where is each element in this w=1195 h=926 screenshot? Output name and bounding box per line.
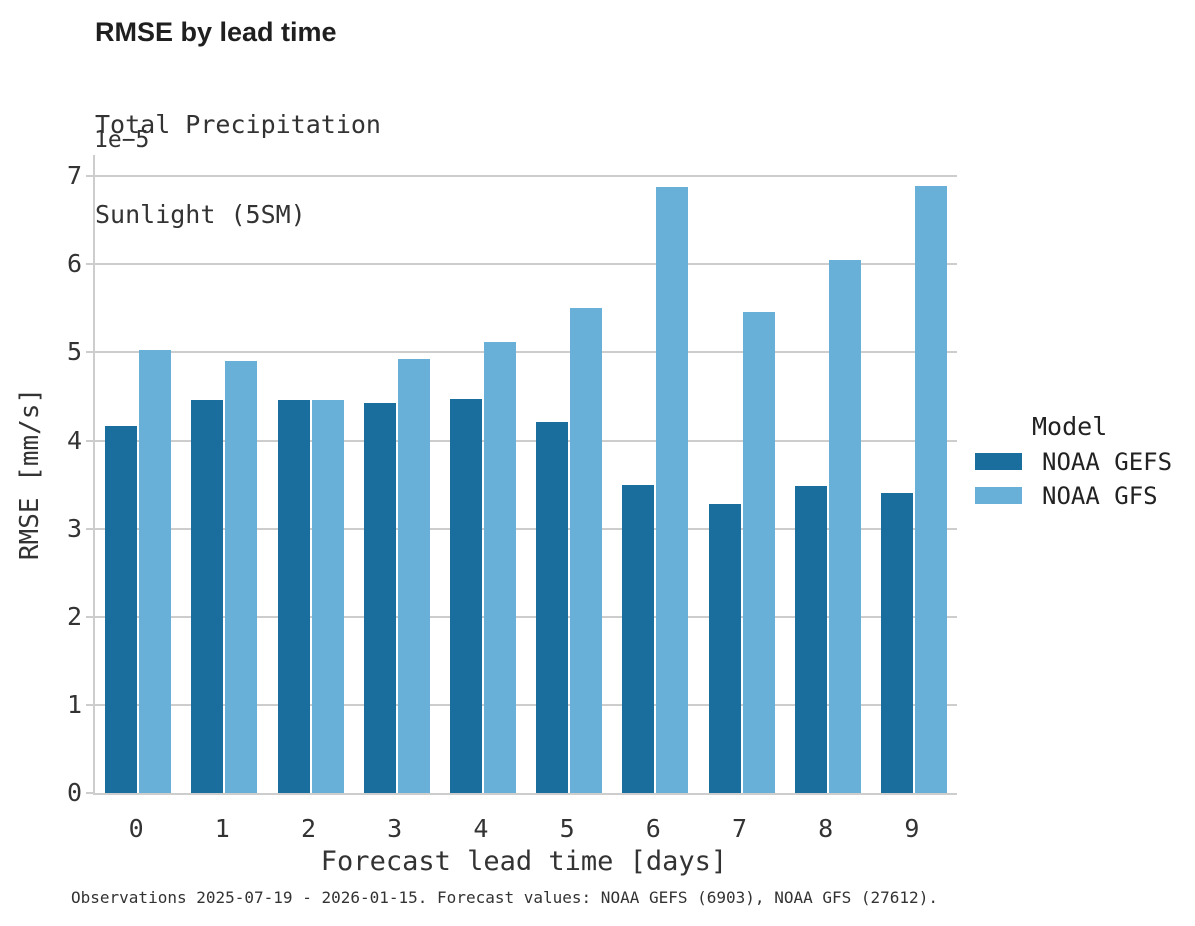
bar-noaa-gefs-lead-7 bbox=[708, 503, 741, 793]
x-tick-label-9: 9 bbox=[904, 814, 920, 843]
bar-noaa-gfs-lead-6 bbox=[656, 186, 689, 793]
chart-subtitle: Total Precipitation Sunlight (5SM) bbox=[95, 50, 381, 290]
plot-area bbox=[86, 155, 957, 795]
gridline-y-3 bbox=[95, 527, 957, 530]
bar-noaa-gfs-lead-2 bbox=[311, 399, 344, 793]
gridline-y-5 bbox=[95, 351, 957, 354]
bar-noaa-gefs-lead-0 bbox=[105, 425, 138, 793]
y-tick-mark-5 bbox=[86, 351, 93, 354]
legend-label-noaa-gefs: NOAA GEFS bbox=[1042, 448, 1173, 476]
y-tick-label-1: 1 bbox=[66, 689, 82, 719]
x-tick-label-5: 5 bbox=[559, 814, 575, 843]
bar-noaa-gfs-lead-5 bbox=[570, 308, 603, 793]
y-tick-mark-1 bbox=[86, 703, 93, 706]
bar-noaa-gfs-lead-3 bbox=[397, 359, 430, 793]
x-tick-label-4: 4 bbox=[473, 814, 489, 843]
gridline-y-7 bbox=[95, 175, 957, 178]
y-tick-label-3: 3 bbox=[66, 513, 82, 543]
y-tick-mark-4 bbox=[86, 439, 93, 442]
bar-noaa-gfs-lead-8 bbox=[828, 259, 861, 793]
x-tick-label-6: 6 bbox=[645, 814, 661, 843]
x-tick-label-0: 0 bbox=[128, 814, 144, 843]
gridline-y-4 bbox=[95, 439, 957, 442]
y-tick-mark-0 bbox=[86, 792, 93, 794]
x-tick-label-7: 7 bbox=[731, 814, 748, 843]
y-tick-label-7: 7 bbox=[66, 161, 82, 191]
bar-noaa-gfs-lead-7 bbox=[742, 311, 775, 793]
y-tick-label-5: 5 bbox=[66, 337, 82, 367]
legend-swatch-noaa-gefs bbox=[975, 453, 1022, 470]
gridline-y-1 bbox=[95, 703, 957, 706]
bar-noaa-gefs-lead-2 bbox=[277, 399, 310, 793]
bar-noaa-gfs-lead-1 bbox=[225, 361, 258, 793]
bar-noaa-gefs-lead-1 bbox=[191, 399, 224, 793]
x-tick-label-3: 3 bbox=[387, 814, 403, 843]
y-tick-mark-2 bbox=[86, 615, 93, 618]
bar-noaa-gefs-lead-6 bbox=[622, 485, 655, 793]
bar-noaa-gfs-lead-4 bbox=[483, 341, 516, 793]
x-axis-label: Forecast lead time [days] bbox=[320, 846, 728, 877]
y-tick-label-2: 2 bbox=[66, 601, 82, 631]
y-tick-mark-3 bbox=[86, 527, 93, 530]
bar-noaa-gfs-lead-0 bbox=[139, 349, 172, 793]
chart-subtitle-line-1: Total Precipitation bbox=[95, 110, 381, 139]
bar-noaa-gfs-lead-9 bbox=[914, 185, 947, 793]
footer-note: Observations 2025-07-19 - 2026-01-15. Fo… bbox=[71, 888, 938, 907]
x-tick-label-8: 8 bbox=[818, 814, 834, 843]
bar-noaa-gefs-lead-9 bbox=[880, 493, 913, 793]
gridline-y-6 bbox=[95, 263, 957, 266]
bar-noaa-gefs-lead-8 bbox=[794, 486, 827, 793]
bar-noaa-gefs-lead-4 bbox=[449, 399, 482, 793]
y-tick-mark-7 bbox=[86, 175, 93, 178]
gridline-y-2 bbox=[95, 615, 957, 618]
chart-title: RMSE by lead time bbox=[95, 17, 337, 47]
x-tick-label-1: 1 bbox=[214, 814, 230, 843]
chart-subtitle-line-2: Sunlight (5SM) bbox=[95, 200, 306, 229]
y-tick-label-6: 6 bbox=[66, 249, 82, 279]
y-axis-offset-text: 1e−5 bbox=[94, 127, 150, 153]
bar-noaa-gefs-lead-3 bbox=[363, 402, 396, 793]
legend-title: Model bbox=[1032, 412, 1108, 441]
x-tick-label-2: 2 bbox=[300, 814, 317, 843]
y-tick-label-0: 0 bbox=[66, 778, 82, 807]
y-tick-mark-6 bbox=[86, 263, 93, 266]
legend-label-noaa-gfs: NOAA GFS bbox=[1042, 482, 1158, 510]
bar-noaa-gefs-lead-5 bbox=[536, 422, 569, 793]
y-tick-label-4: 4 bbox=[66, 425, 82, 455]
legend-swatch-noaa-gfs bbox=[975, 487, 1022, 504]
